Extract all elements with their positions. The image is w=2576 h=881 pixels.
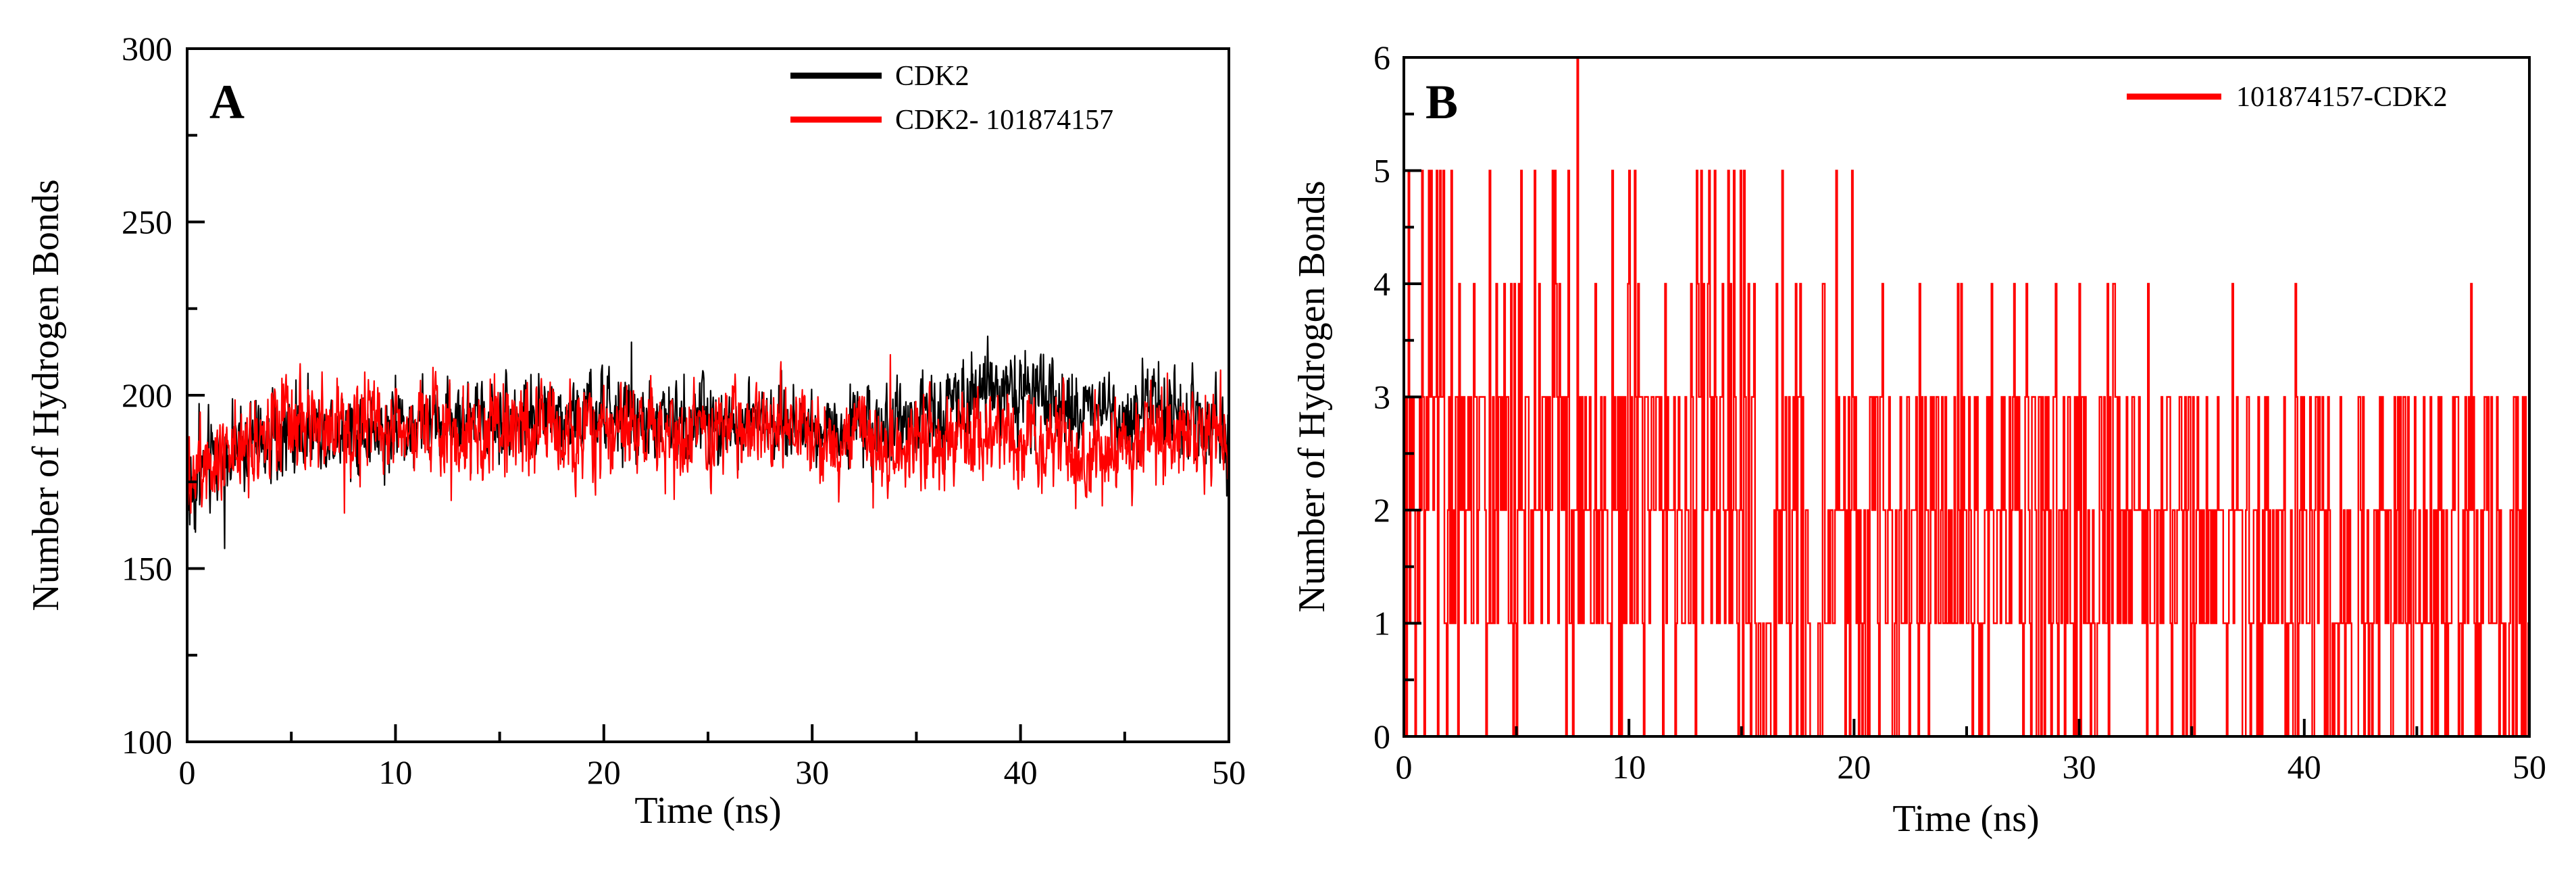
panel-b-legend-label: 101874157-CDK2 [2236, 82, 2448, 113]
panel-a-legend: CDK2 CDK2- 101874157 [790, 61, 1113, 136]
panel-a-x-tick-label: 0 [179, 753, 196, 791]
panel-a-y-tick-label: 250 [122, 203, 172, 241]
panel-b-x-tick-label: 0 [1396, 748, 1413, 786]
panel-b-x-axis-title: Time (ns) [1892, 798, 2039, 840]
panel-b-chart: 0 10 20 30 40 50 0 1 2 3 4 5 6 B Time (ns) Number of… [1291, 39, 2546, 840]
panel-b-legend: 101874157-CDK2 [2127, 82, 2448, 113]
panel-b-y-tick-label: 6 [1373, 39, 1390, 76]
panel-b-x-tick-label: 50 [2512, 748, 2546, 786]
panel-b-letter: B [1425, 75, 1458, 129]
panel-a-series-line-1 [186, 354, 1230, 514]
panel-b-series-line [1404, 56, 2529, 738]
panel-a-y-tick-label: 100 [122, 723, 172, 761]
panel-b-x-tick-label: 40 [2288, 748, 2321, 786]
panel-a-y-tick-label: 150 [122, 550, 172, 588]
panel-a-letter: A [209, 75, 245, 129]
panel-a-y-tick-label: 200 [122, 376, 172, 414]
panel-b-axes: 0 10 20 30 40 50 0 1 2 3 4 5 6 [1373, 39, 2546, 786]
panel-a-plot-area [186, 335, 1230, 549]
panel-b-y-tick-label: 4 [1373, 265, 1390, 303]
panel-b-x-tick-label: 20 [1837, 748, 1871, 786]
panel-b-y-tick-label: 3 [1373, 378, 1390, 416]
panel-b-x-tick-label: 10 [1612, 748, 1646, 786]
panel-b-x-tick-label: 30 [2063, 748, 2096, 786]
panel-a-y-tick-label: 300 [122, 30, 172, 68]
panel-a-x-tick-label: 20 [587, 753, 621, 791]
panel-a-x-tick-label: 10 [378, 753, 412, 791]
panel-a-x-tick-label: 40 [1004, 753, 1038, 791]
panel-a-legend-label-cdk2: CDK2 [895, 61, 969, 92]
panel-a-x-tick-label: 30 [795, 753, 829, 791]
panel-b-y-tick-label: 2 [1373, 491, 1390, 529]
panel-b-plot-area [1404, 56, 2529, 738]
panel-b-y-tick-label: 1 [1373, 605, 1390, 643]
panel-a-legend-label-complex: CDK2- 101874157 [895, 105, 1113, 136]
panel-a-y-axis-title: Number of Hydrogen Bonds [25, 179, 67, 611]
panel-b-y-tick-label: 0 [1373, 718, 1390, 755]
panel-b-y-tick-label: 5 [1373, 152, 1390, 190]
panel-a-x-tick-label: 50 [1212, 753, 1246, 791]
panel-a-chart: 0 10 20 30 40 50 100 150 200 250 300 A Time (ns) N… [25, 30, 1246, 832]
panel-a-axes: 0 10 20 30 40 50 100 150 200 250 300 [122, 30, 1246, 791]
panel-b-y-axis-title: Number of Hydrogen Bonds [1291, 180, 1333, 612]
panel-a-x-axis-title: Time (ns) [634, 790, 781, 832]
